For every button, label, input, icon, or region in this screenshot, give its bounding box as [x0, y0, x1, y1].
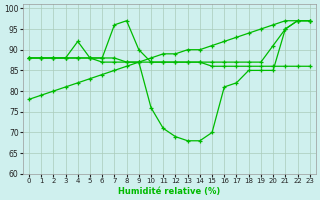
X-axis label: Humidité relative (%): Humidité relative (%): [118, 187, 220, 196]
